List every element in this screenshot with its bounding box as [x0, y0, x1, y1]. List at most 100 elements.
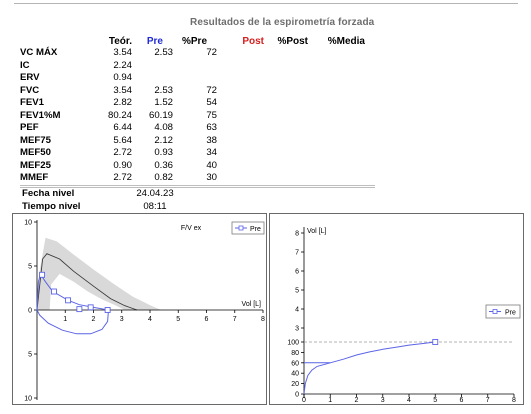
cell-pred: 6.44 [113, 122, 132, 133]
y-tick-label: 40 [291, 371, 299, 378]
x-tick-label: 2 [92, 316, 96, 323]
legend-box [485, 304, 521, 319]
y-tick-label: 3 [295, 326, 299, 333]
table-row: MEF25 0.90 0.36 40 [20, 160, 217, 173]
cell-pre: 0.93 [154, 147, 173, 158]
section-divider [20, 187, 375, 188]
cell-pred: 5.64 [113, 134, 132, 146]
y-tick-label: 10 [24, 220, 32, 227]
cell-pct-pre: 30 [206, 172, 217, 183]
legend-box [231, 221, 265, 235]
x-tick-label: 6 [205, 316, 209, 323]
level-date-value: 24.04.23 [136, 188, 174, 199]
cell-param: FEV1%M [20, 109, 61, 121]
cell-pred: 2.24 [113, 59, 132, 71]
cell-param: ERV [20, 72, 40, 83]
x-tick-label: 0 [302, 397, 306, 404]
pre-end-marker [432, 339, 439, 345]
y-tick-label: 5 [295, 288, 299, 295]
x-tick-label: 7 [233, 316, 237, 323]
level-time-label: Tiempo nivel [22, 201, 81, 212]
x-tick-label: 5 [176, 316, 180, 323]
cell-param: MEF50 [20, 147, 51, 158]
table-row: MEF50 2.72 0.93 34 [20, 147, 217, 160]
col-header-pct-post: %Post [277, 36, 308, 47]
cell-pre [132, 72, 173, 85]
cell-pred: 2.72 [113, 147, 132, 158]
legend-marker [238, 225, 244, 231]
level-date-label: Fecha nivel [22, 188, 75, 199]
x-tick-label: 3 [381, 397, 385, 404]
y-tick-label: 5 [28, 352, 32, 359]
table-row: FVC 3.54 2.53 72 [20, 85, 217, 98]
cell-pre: 0.36 [154, 159, 173, 171]
col-header-pct-pre: %Pre [181, 36, 207, 47]
report-title: Resultados de la espirometría forzada [190, 17, 375, 28]
cell-pred: 2.82 [113, 97, 132, 108]
predicted-range-band [37, 237, 162, 310]
cell-param: IC [20, 59, 30, 71]
cell-pre: 2.53 [154, 47, 173, 58]
cell-pred: 0.90 [113, 159, 132, 171]
cell-param: FVC [20, 84, 40, 96]
table-row: FEV1 2.82 1.52 54 [20, 97, 217, 110]
y-tick-label: 6 [295, 269, 299, 276]
cell-pre: 0.82 [154, 172, 173, 183]
table-row: PEF 6.44 4.08 63 [20, 122, 217, 135]
cell-pred: 2.72 [113, 172, 132, 183]
cell-pre: 4.08 [154, 122, 173, 133]
x-tick-label: 1 [328, 397, 332, 404]
cell-param: MMEF [20, 172, 49, 183]
flow-volume-chart: 10 5 0 5 10 1 2 3 4 5 6 7 8 Vol [L] F/V ex Pre [24, 220, 265, 403]
y-tick-label: 4 [295, 307, 299, 314]
table-row: MEF75 5.64 2.12 38 [20, 135, 217, 148]
cell-pct-pre: 38 [206, 134, 217, 146]
x-tick-label: 3 [120, 316, 124, 323]
x-tick-label: 7 [486, 397, 490, 404]
pre-data-marker [51, 288, 57, 295]
x-tick-label: 8 [512, 397, 516, 404]
cell-pred: 3.54 [113, 47, 132, 58]
y-tick-label: 60 [291, 360, 299, 367]
cell-pct-pre: 34 [206, 147, 217, 158]
x-tick-label: 8 [261, 316, 265, 323]
cell-pct-pre: 72 [206, 47, 217, 58]
cell-pre: 2.12 [154, 134, 173, 146]
cell-pre: 2.53 [154, 84, 173, 96]
x-tick-label: 6 [460, 397, 464, 404]
volume-time-chart: Vol [L] 8 7 6 5 4 3 100 80 60 40 20 00 1 2 3 4 5 6 7 8 Pre [287, 227, 521, 404]
cell-pct-pre [173, 60, 217, 73]
table-row: MMEF 2.72 0.82 30 [20, 172, 217, 185]
flow-volume-panel: 10 5 0 5 10 1 2 3 4 5 6 7 8 Vol [L] F/V ex Pre [12, 213, 267, 405]
col-header-post: Post [242, 36, 264, 47]
table-row: IC 2.24 [20, 60, 217, 73]
y-axis-label: Vol [L] [307, 228, 327, 235]
level-time-value: 08:11 [143, 201, 167, 212]
results-table: VC MÁX 3.54 2.53 72 IC 2.24 ERV 0.94 FVC 3.54 2.53… [20, 47, 217, 185]
cell-pct-pre: 72 [206, 84, 217, 96]
pre-inspiratory-curve [36, 309, 109, 335]
cell-pred: 0.94 [113, 72, 132, 83]
x-tick-label: 4 [148, 316, 152, 323]
table-row: FEV1%M 80.24 60.19 75 [20, 110, 217, 123]
cell-pct-pre: 40 [206, 159, 217, 171]
pre-data-marker [65, 297, 72, 304]
col-header-pre: Pre [146, 36, 163, 47]
y-tick-label: 10 [24, 396, 32, 403]
cell-pre: 1.52 [154, 97, 173, 108]
cell-param: VC MÁX [20, 47, 58, 58]
volume-time-panel: Vol [L] 8 7 6 5 4 3 100 80 60 40 20 0 0 1 2 3 4 5 6 7 8 Pre [269, 213, 524, 405]
cell-pct-pre [173, 72, 217, 85]
legend-marker [492, 309, 498, 314]
legend-label: Pre [505, 310, 516, 317]
cell-pre: 60.19 [148, 109, 173, 121]
y-tick-label: 80 [291, 350, 299, 357]
chart-title: F/V ex [181, 225, 202, 232]
cell-pct-pre: 63 [206, 122, 217, 133]
x-tick-label: 4 [407, 397, 411, 404]
y-tick-label: 7 [295, 250, 299, 257]
legend-label: Pre [250, 226, 261, 233]
cell-pred: 3.54 [113, 84, 132, 96]
pre-data-marker [104, 307, 111, 313]
x-axis-label: Vol [L] [242, 301, 262, 308]
